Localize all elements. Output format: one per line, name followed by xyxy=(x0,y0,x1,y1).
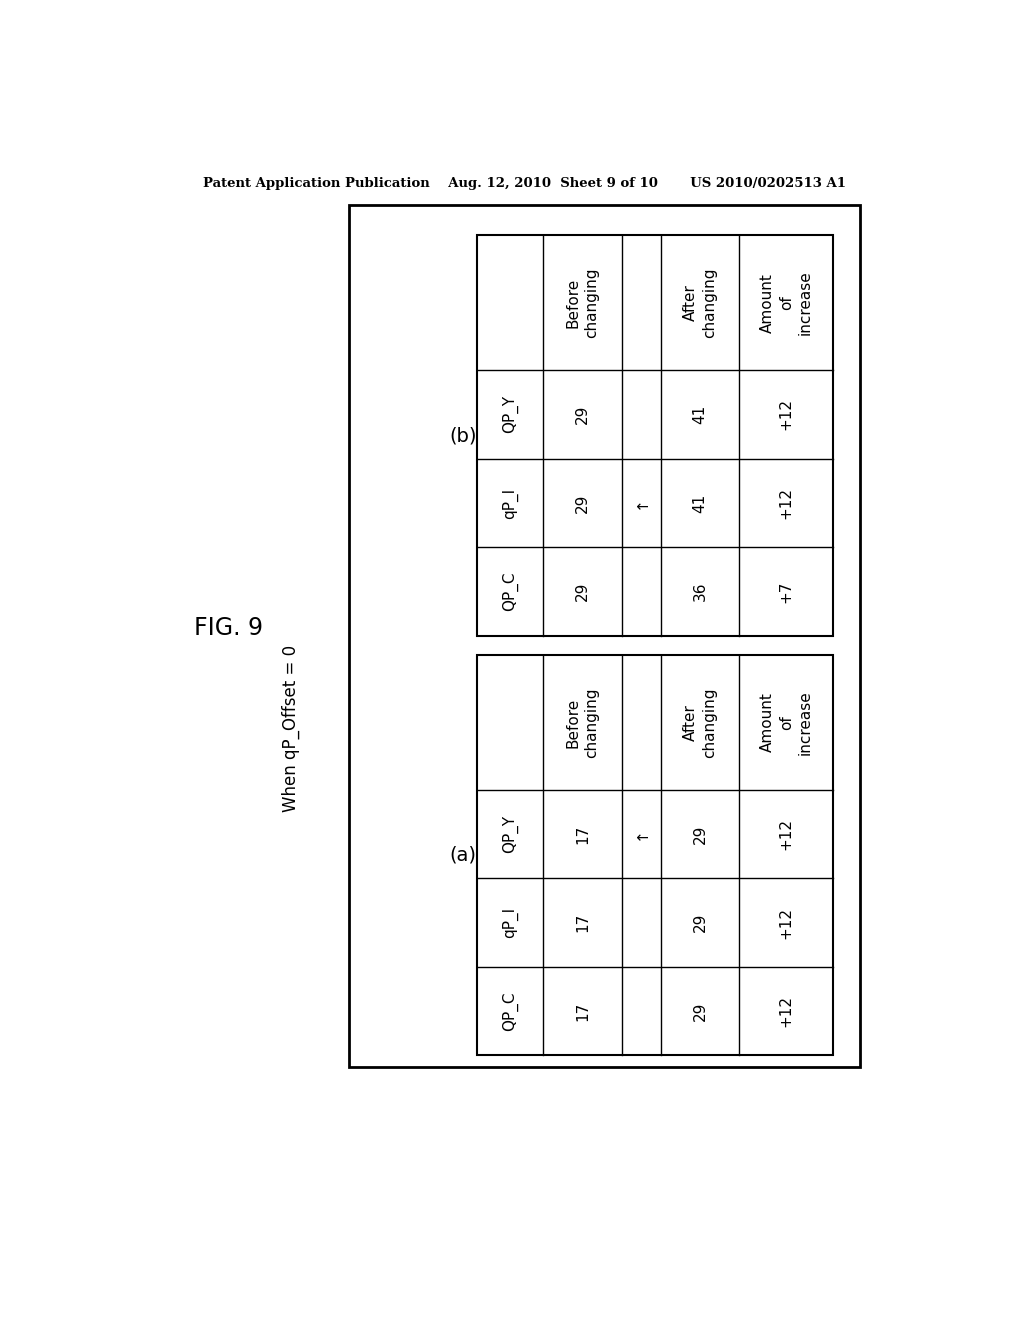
Text: 29: 29 xyxy=(692,1002,708,1020)
Text: QP_C: QP_C xyxy=(502,991,518,1031)
Text: +12: +12 xyxy=(778,907,794,939)
Text: QP_C: QP_C xyxy=(502,572,518,611)
Text: 29: 29 xyxy=(575,494,590,512)
Text: 36: 36 xyxy=(692,582,708,602)
Text: +7: +7 xyxy=(778,581,794,603)
Text: +12: +12 xyxy=(778,818,794,850)
Text: 29: 29 xyxy=(575,405,590,424)
Bar xyxy=(349,205,860,1067)
Text: ↑: ↑ xyxy=(634,496,649,510)
Text: FIG. 9: FIG. 9 xyxy=(195,616,263,640)
Text: (a): (a) xyxy=(450,846,476,865)
Text: QP_Y: QP_Y xyxy=(502,814,518,853)
Text: 41: 41 xyxy=(692,405,708,424)
Text: Before
changing: Before changing xyxy=(565,688,599,758)
Text: 29: 29 xyxy=(692,825,708,843)
Text: +12: +12 xyxy=(778,487,794,519)
Text: After
changing: After changing xyxy=(683,268,717,338)
Text: 17: 17 xyxy=(575,913,590,932)
Text: 29: 29 xyxy=(575,582,590,601)
Text: Amount
of
increase: Amount of increase xyxy=(760,690,812,755)
Text: When qP_Offset = 0: When qP_Offset = 0 xyxy=(282,644,300,812)
Text: qP_I: qP_I xyxy=(502,907,518,939)
Text: After
changing: After changing xyxy=(683,688,717,758)
Text: QP_Y: QP_Y xyxy=(502,396,518,433)
Text: 29: 29 xyxy=(692,913,708,932)
Bar xyxy=(477,235,834,636)
Text: +12: +12 xyxy=(778,399,794,430)
Text: 17: 17 xyxy=(575,1002,590,1020)
Text: 41: 41 xyxy=(692,494,708,512)
Bar xyxy=(477,655,834,1056)
Text: (b): (b) xyxy=(450,426,476,445)
Text: Amount
of
increase: Amount of increase xyxy=(760,271,812,335)
Text: +12: +12 xyxy=(778,995,794,1027)
Text: Before
changing: Before changing xyxy=(565,268,599,338)
Text: Patent Application Publication    Aug. 12, 2010  Sheet 9 of 10       US 2010/020: Patent Application Publication Aug. 12, … xyxy=(204,177,846,190)
Text: ↑: ↑ xyxy=(634,828,649,841)
Text: 17: 17 xyxy=(575,825,590,843)
Text: qP_I: qP_I xyxy=(502,487,518,519)
